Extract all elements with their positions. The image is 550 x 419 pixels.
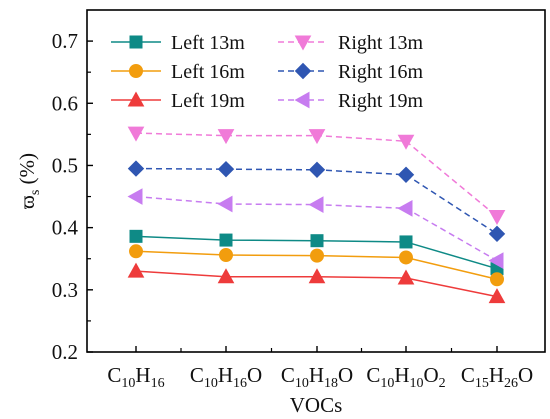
legend-label: Right 13m bbox=[338, 32, 423, 54]
data-point bbox=[219, 247, 233, 262]
legend-marker bbox=[127, 91, 145, 107]
x-axis-title: VOCs bbox=[290, 393, 343, 417]
data-point bbox=[488, 209, 506, 225]
y-tick-label: 0.3 bbox=[52, 278, 78, 302]
y-tick-label: 0.7 bbox=[52, 29, 78, 53]
legend-marker bbox=[294, 62, 312, 80]
y-tick-label: 0.6 bbox=[52, 91, 78, 115]
data-point bbox=[397, 269, 415, 285]
data-point bbox=[397, 134, 415, 150]
legend-item: Right 13m bbox=[278, 32, 423, 54]
plot-frame bbox=[86, 9, 546, 353]
data-point bbox=[129, 229, 143, 243]
data-point bbox=[217, 268, 235, 284]
y-tick-label: 0.4 bbox=[52, 216, 79, 240]
data-point bbox=[127, 188, 143, 205]
series-left-19m bbox=[127, 262, 506, 304]
y-axis-unit: (%) bbox=[15, 153, 39, 184]
legend-label: Right 19m bbox=[338, 90, 423, 112]
plot-border bbox=[86, 9, 546, 353]
legend-marker bbox=[294, 91, 310, 109]
x-tick-label: C10H16O bbox=[190, 363, 262, 391]
data-point bbox=[488, 288, 506, 304]
legend-label: Left 13m bbox=[171, 32, 245, 54]
y-tick-label: 0.5 bbox=[52, 153, 78, 177]
legend-marker bbox=[129, 35, 143, 49]
data-point bbox=[310, 234, 324, 248]
data-point bbox=[488, 225, 506, 243]
data-point bbox=[217, 195, 233, 213]
data-point bbox=[308, 129, 326, 145]
legend-label: Left 16m bbox=[171, 61, 245, 83]
data-point bbox=[308, 196, 324, 213]
y-tick-label: 0.2 bbox=[52, 340, 78, 364]
legend-marker bbox=[294, 35, 312, 51]
legend-label: Left 19m bbox=[171, 90, 245, 112]
x-tick-label: C10H18O bbox=[281, 363, 353, 391]
x-tick-label: C10H16 bbox=[107, 363, 164, 391]
y-axis-symbol: ϖ bbox=[15, 195, 39, 209]
x-tick-label: C10H10O2 bbox=[366, 363, 445, 391]
data-point bbox=[127, 160, 145, 177]
legend-marker bbox=[129, 64, 143, 78]
series-right-16m bbox=[127, 160, 506, 243]
data-point bbox=[397, 200, 413, 217]
y-axis-ticks: 0.2 0.3 0.4 0.5 0.6 0.7 bbox=[52, 29, 93, 364]
data-point bbox=[397, 166, 415, 183]
legend-label: Right 16m bbox=[338, 61, 423, 83]
data-point bbox=[310, 248, 324, 263]
data-point bbox=[488, 252, 504, 269]
y-axis-subscript: s bbox=[28, 190, 43, 195]
data-point bbox=[219, 233, 233, 247]
legend-item: Right 16m bbox=[278, 61, 423, 83]
series-left-16m bbox=[129, 244, 504, 287]
legend-item: Right 19m bbox=[278, 90, 423, 112]
x-axis-ticks: C10H16 C10H16O C10H18O C10H10O2 C15H26O bbox=[107, 346, 533, 391]
data-point bbox=[399, 235, 413, 249]
legend-item: Left 19m bbox=[111, 90, 245, 112]
data-point bbox=[127, 262, 145, 278]
legend-item: Left 13m bbox=[111, 32, 245, 54]
data-point bbox=[217, 129, 235, 145]
data-point bbox=[490, 272, 504, 287]
data-point bbox=[217, 160, 235, 178]
data-point bbox=[129, 244, 143, 259]
y-axis-title: ϖs (%) bbox=[15, 153, 43, 209]
data-point bbox=[127, 126, 145, 142]
legend-item: Left 16m bbox=[111, 61, 245, 83]
legend: Left 13m Left 16m Left 19m Right 13m Right 1… bbox=[111, 32, 423, 112]
series-right-19m bbox=[127, 188, 504, 269]
data-point bbox=[308, 268, 326, 284]
data-point bbox=[399, 250, 413, 265]
series-layer bbox=[127, 126, 506, 304]
x-tick-label: C15H26O bbox=[461, 363, 533, 391]
data-point bbox=[308, 161, 326, 179]
series-right-13m bbox=[127, 126, 506, 225]
